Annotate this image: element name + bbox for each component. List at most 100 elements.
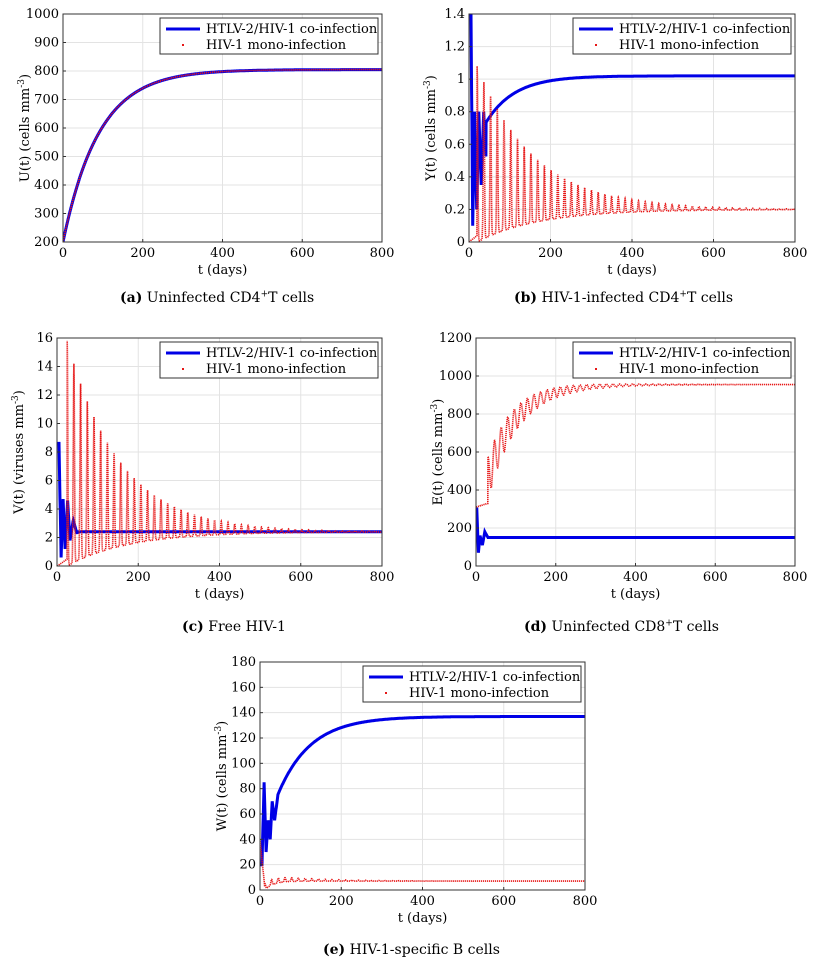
y-tick-label: 140 — [231, 706, 256, 721]
y-tick-label: 6 — [45, 474, 53, 489]
x-tick-label: 0 — [59, 246, 67, 261]
y-axis-label: W(t) (cells mm-3) — [214, 721, 230, 832]
y-tick-label: 1.2 — [444, 40, 465, 55]
x-axis-label: t (days) — [611, 587, 661, 602]
y-tick-label: 200 — [447, 521, 472, 536]
y-tick-label: 400 — [34, 178, 59, 193]
caption-letter: (c) — [182, 619, 204, 635]
y-tick-label: 0.8 — [444, 105, 465, 120]
x-tick-label: 600 — [491, 894, 516, 909]
y-tick-label: 0.6 — [444, 137, 465, 152]
x-tick-label: 200 — [543, 570, 568, 585]
y-tick-label: 1000 — [26, 7, 59, 22]
y-tick-label: 2 — [45, 531, 53, 546]
x-tick-label: 400 — [620, 246, 645, 261]
caption-sup: + — [665, 618, 673, 629]
x-tick-label: 0 — [465, 246, 473, 261]
x-tick-label: 800 — [573, 894, 598, 909]
y-tick-label: 0 — [248, 883, 256, 898]
y-tick-label: 1000 — [439, 369, 472, 384]
caption-letter: (d) — [524, 619, 548, 635]
series-line-mono — [63, 68, 382, 242]
legend-box — [362, 665, 582, 703]
y-tick-label: 0 — [45, 559, 53, 574]
chart-d: 0 200 400 600 800 0 200 400 600 800 1000 1200 t (day… — [430, 331, 807, 602]
y-tick-label: 200 — [34, 235, 59, 250]
x-axis-label: t (days) — [607, 263, 657, 278]
legend-label-mono: HIV-1 mono-infection — [619, 38, 760, 53]
legend-label-coinfection: HTLV-2/HIV-1 co-infection — [206, 22, 378, 37]
caption-sup: + — [260, 289, 269, 300]
series-line-mono — [469, 66, 795, 242]
caption-c: (c) Free HIV-1 — [182, 619, 286, 635]
x-axis-label: t (days) — [195, 587, 245, 602]
y-tick-label: 600 — [447, 445, 472, 460]
caption-text: HIV-1-infected CD4 — [541, 290, 680, 306]
y-tick-label: 180 — [231, 655, 256, 670]
y-tick-label: 20 — [239, 858, 256, 873]
caption-sup: + — [679, 289, 687, 300]
caption-text: Uninfected CD4 — [146, 290, 261, 306]
x-tick-label: 0 — [53, 570, 61, 585]
y-tick-label: 80 — [239, 782, 256, 797]
x-tick-label: 400 — [210, 246, 235, 261]
legend-label-coinfection: HTLV-2/HIV-1 co-infection — [619, 22, 791, 37]
x-tick-label: 400 — [207, 570, 232, 585]
caption-text: HIV-1-specific B cells — [349, 942, 500, 958]
y-tick-label: 0.4 — [444, 170, 465, 185]
chart-b: 0 200 400 600 800 0 0.2 0.4 0.6 0.8 1 1.2 1.4 t (days… — [423, 7, 807, 278]
x-tick-label: 800 — [370, 570, 395, 585]
y-tick-label: 0 — [457, 235, 465, 250]
y-tick-label: 700 — [34, 93, 59, 108]
caption-text: Uninfected CD8 — [551, 619, 666, 635]
caption-d: (d) Uninfected CD8+T cells — [524, 619, 719, 635]
y-axis-label: V(t) (viruses mm-3) — [11, 390, 27, 515]
series-line-coinfection — [476, 507, 795, 553]
x-tick-label: 0 — [472, 570, 480, 585]
legend-box — [159, 17, 379, 55]
caption-a: (a) Uninfected CD4+T cells — [120, 290, 314, 306]
y-tick-label: 14 — [36, 360, 53, 375]
caption-letter: (b) — [514, 290, 538, 306]
y-tick-label: 12 — [36, 388, 53, 403]
y-tick-label: 400 — [447, 483, 472, 498]
y-tick-label: 120 — [231, 731, 256, 746]
legend-label-mono: HIV-1 mono-infection — [619, 362, 760, 377]
caption-tail: T cells — [686, 290, 734, 306]
caption-text: Free HIV-1 — [208, 619, 286, 635]
series-line-coinfection — [260, 715, 585, 867]
series-line-mono — [57, 340, 382, 566]
series-line-mono — [476, 383, 795, 508]
caption-e: (e) HIV-1-specific B cells — [323, 942, 500, 958]
legend-label-coinfection: HTLV-2/HIV-1 co-infection — [619, 346, 791, 361]
caption-b: (b) HIV-1-infected CD4+T cells — [514, 290, 733, 306]
x-tick-label: 200 — [126, 570, 151, 585]
y-tick-label: 0 — [464, 559, 472, 574]
y-tick-label: 1200 — [439, 331, 472, 346]
x-tick-label: 200 — [130, 246, 155, 261]
series-line-coinfection — [469, 14, 795, 226]
chart-c: 0 200 400 600 800 0 2 4 6 8 10 12 14 16 t (days) V(t) (… — [11, 331, 394, 602]
x-tick-label: 200 — [329, 894, 354, 909]
caption-letter: (e) — [323, 942, 346, 958]
y-tick-label: 10 — [36, 417, 53, 432]
legend-box — [159, 341, 379, 379]
legend-label-coinfection: HTLV-2/HIV-1 co-infection — [409, 670, 581, 685]
x-tick-label: 600 — [288, 570, 313, 585]
y-tick-label: 100 — [231, 756, 256, 771]
y-tick-label: 40 — [239, 832, 256, 847]
legend-box — [572, 341, 792, 379]
caption-tail: T cells — [268, 290, 315, 306]
x-axis-label: t (days) — [398, 911, 448, 926]
y-tick-label: 4 — [45, 502, 53, 517]
x-tick-label: 600 — [703, 570, 728, 585]
y-tick-label: 1.4 — [444, 7, 465, 22]
x-axis-label: t (days) — [198, 263, 248, 278]
y-tick-label: 800 — [447, 407, 472, 422]
x-tick-label: 800 — [370, 246, 395, 261]
y-axis-label: Y(t) (cells mm-3) — [423, 75, 439, 182]
legend-label-mono: HIV-1 mono-infection — [206, 362, 347, 377]
